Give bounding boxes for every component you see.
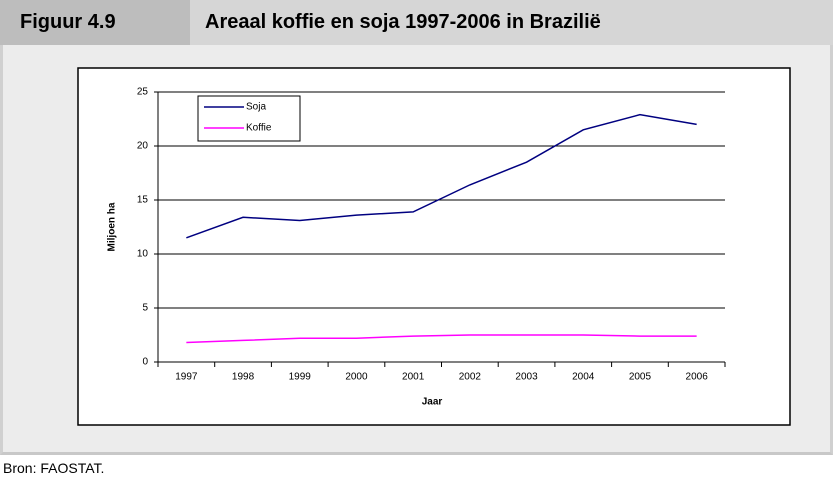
x-tick-label: 2004 xyxy=(572,372,595,383)
series-line xyxy=(186,334,697,344)
x-axis-label: Jaar xyxy=(422,397,443,408)
y-tick-label: 15 xyxy=(137,195,149,206)
chart-frame xyxy=(77,67,791,426)
figure-title: Areaal koffie en soja 1997-2006 in Brazi… xyxy=(190,0,833,45)
series-line xyxy=(186,113,697,239)
y-tick-label: 10 xyxy=(137,249,149,260)
x-tick-label: 2003 xyxy=(515,372,538,383)
legend-label: Koffie xyxy=(246,123,272,134)
x-tick-label: 2001 xyxy=(402,372,425,383)
x-tick-label: 2002 xyxy=(459,372,482,383)
y-tick-label: 25 xyxy=(137,87,149,98)
x-tick-label: 2006 xyxy=(686,372,709,383)
legend-box xyxy=(197,95,301,142)
figure-label: Figuur 4.9 xyxy=(0,0,190,45)
y-tick-label: 5 xyxy=(142,303,148,314)
source: Bron: FAOSTAT. xyxy=(3,460,105,476)
x-tick-label: 1998 xyxy=(232,372,255,383)
x-tick-label: 2000 xyxy=(345,372,368,383)
x-tick-label: 1997 xyxy=(175,372,198,383)
y-tick-label: 0 xyxy=(142,357,148,368)
x-tick-label: 1999 xyxy=(289,372,312,383)
legend-label: Soja xyxy=(246,102,266,113)
y-tick-label: 20 xyxy=(137,141,149,152)
y-axis-label: Miljoen ha xyxy=(107,202,118,251)
x-tick-label: 2005 xyxy=(629,372,652,383)
